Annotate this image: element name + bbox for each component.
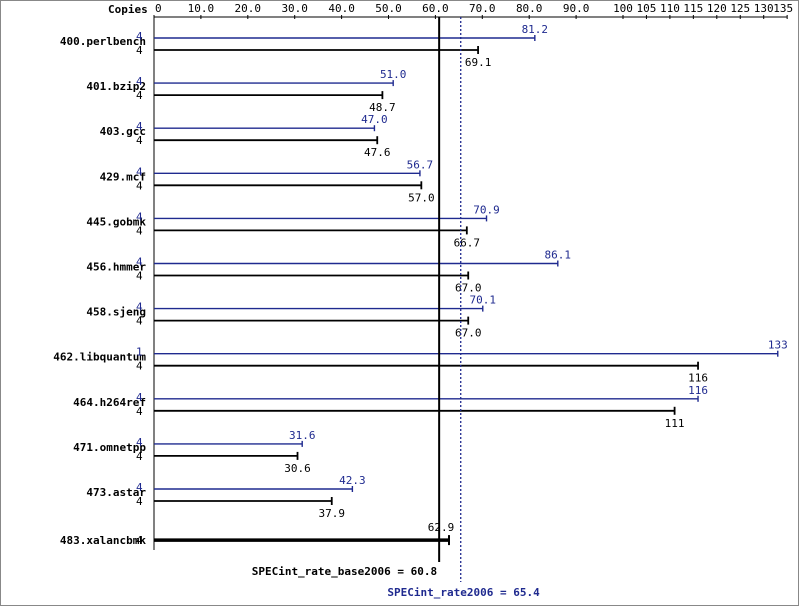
base-copies: 4 (136, 89, 143, 102)
x-axis-tick-label: 135 (773, 2, 793, 15)
peak-copies: 1 (136, 346, 143, 359)
peak-value-label: 47.0 (361, 113, 388, 126)
benchmark-label: 471.omnetpp (73, 441, 146, 454)
copies-header: Copies (108, 3, 148, 16)
peak-copies: 4 (136, 210, 143, 223)
base-value-label: 57.0 (408, 191, 435, 204)
x-axis-tick-label: 115 (683, 2, 703, 15)
base-value-label: 37.9 (319, 507, 346, 520)
base-value-label: 66.7 (454, 236, 481, 249)
x-axis-tick-label: 10.0 (188, 2, 215, 15)
peak-value-label: 81.2 (522, 23, 549, 36)
base-copies: 4 (136, 315, 143, 328)
base-value-label: 67.0 (455, 282, 482, 295)
benchmark-label: 400.perlbench (60, 35, 146, 48)
base-copies: 4 (136, 360, 143, 373)
peak-value-label: 42.3 (339, 474, 366, 487)
peak-copies: 4 (136, 256, 143, 269)
peak-copies: 4 (136, 120, 143, 133)
benchmark-label: 462.libquantum (53, 351, 146, 364)
benchmark-label: 429.mcf (100, 170, 146, 183)
x-axis-tick-label: 90.0 (563, 2, 590, 15)
base-value-label: 67.0 (455, 327, 482, 340)
benchmark-label: 464.h264ref (73, 396, 146, 409)
base-value-label: 48.7 (369, 101, 396, 114)
x-axis-tick-label: 40.0 (328, 2, 355, 15)
x-axis-tick-label: 0 (155, 2, 162, 15)
base-value-label: 62.9 (428, 521, 455, 534)
base-value-label: 69.1 (465, 56, 492, 69)
x-axis-tick-label: 125 (730, 2, 750, 15)
benchmark-label: 445.gobmk (86, 215, 146, 228)
base-value-label: 47.6 (364, 146, 391, 159)
benchmark-label: 456.hmmer (86, 261, 146, 274)
x-axis-tick-label: 60.0 (422, 2, 449, 15)
x-axis-tick-label: 105 (637, 2, 657, 15)
base-copies: 4 (136, 450, 143, 463)
base-value-label: 30.6 (284, 462, 311, 475)
peak-copies: 4 (136, 481, 143, 494)
benchmark-label: 473.astar (86, 486, 146, 499)
peak-copies: 4 (136, 165, 143, 178)
peak-value-label: 51.0 (380, 68, 407, 81)
base-copies: 4 (136, 405, 143, 418)
base-copies: 4 (136, 224, 143, 237)
benchmark-label: 483.xalancbmk (60, 534, 146, 547)
peak-copies: 4 (136, 301, 143, 314)
peak-value-label: 70.1 (470, 294, 497, 307)
base-reference-label: SPECint_rate_base2006 = 60.8 (252, 565, 437, 578)
peak-copies: 4 (136, 30, 143, 43)
x-axis-tick-label: 120 (707, 2, 727, 15)
benchmark-label: 401.bzip2 (86, 80, 146, 93)
peak-value-label: 86.1 (545, 249, 572, 262)
x-axis-tick-label: 80.0 (516, 2, 543, 15)
benchmark-label: 458.sjeng (86, 306, 146, 319)
base-copies: 4 (136, 179, 143, 192)
base-value-label: 111 (665, 417, 685, 430)
base-copies: 4 (136, 134, 143, 147)
benchmark-label: 403.gcc (100, 125, 146, 138)
peak-reference-label: SPECint_rate2006 = 65.4 (387, 586, 540, 599)
x-axis-tick-label: 70.0 (469, 2, 496, 15)
base-copies: 4 (136, 534, 143, 547)
peak-value-label: 31.6 (289, 429, 316, 442)
base-value-label: 116 (688, 372, 708, 385)
peak-copies: 4 (136, 75, 143, 88)
peak-copies: 4 (136, 436, 143, 449)
x-axis-tick-label: 50.0 (375, 2, 402, 15)
peak-value-label: 56.7 (407, 158, 434, 171)
peak-copies: 4 (136, 391, 143, 404)
x-axis-tick-label: 100 (613, 2, 633, 15)
peak-value-label: 70.9 (473, 203, 500, 216)
base-copies: 4 (136, 44, 143, 57)
x-axis-tick-label: 20.0 (235, 2, 262, 15)
base-copies: 4 (136, 270, 143, 283)
x-axis-tick-label: 130 (754, 2, 774, 15)
peak-value-label: 116 (688, 384, 708, 397)
base-copies: 4 (136, 495, 143, 508)
x-axis-tick-label: 110 (660, 2, 680, 15)
peak-value-label: 133 (768, 339, 788, 352)
x-axis-tick-label: 30.0 (281, 2, 308, 15)
